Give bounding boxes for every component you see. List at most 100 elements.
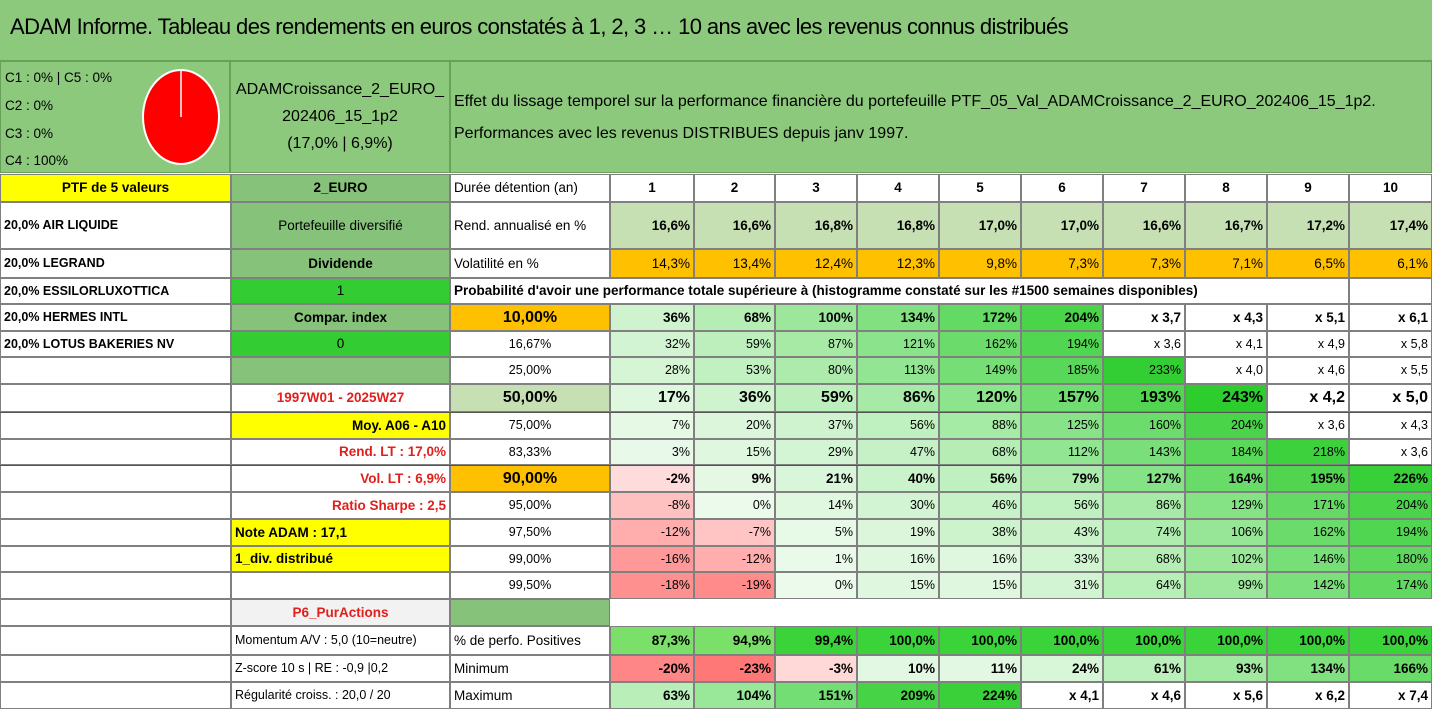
description-line: Effet du lissage temporel sur la perform… <box>454 93 1376 110</box>
quantile-value: 149% <box>939 357 1021 384</box>
positive-perf-value: 100,0% <box>1021 626 1103 655</box>
empty-cell <box>0 465 231 492</box>
quantile-value: 16% <box>857 546 939 572</box>
positive-perf-value: 99,4% <box>775 626 857 655</box>
quantile-value: 28% <box>610 357 694 384</box>
holding-item: 20,0% LEGRAND <box>0 249 231 278</box>
vol-label: Volatilité en % <box>450 249 610 278</box>
rend-value: 16,6% <box>694 202 775 249</box>
dividend-value: 1 <box>231 278 450 304</box>
allocation-line: C1 : 0% | C5 : 0% <box>5 70 113 85</box>
positive-perf-value: 100,0% <box>1349 626 1432 655</box>
period-label: 1997W01 - 2025W27 <box>231 384 450 412</box>
minimum-value: -20% <box>610 655 694 682</box>
quantile-value: 15% <box>694 439 775 465</box>
quantile-value: 59% <box>775 384 857 412</box>
quantile-value: x 5,5 <box>1349 357 1432 384</box>
quantile-value: -8% <box>610 492 694 519</box>
vol-value: 9,8% <box>939 249 1021 278</box>
quantile-value: 87% <box>775 331 857 357</box>
vol-value: 7,3% <box>1021 249 1103 278</box>
compar-index-value: 0 <box>231 331 450 357</box>
quantile-value: x 4,2 <box>1267 384 1349 412</box>
positive-perf-value: 100,0% <box>1185 626 1267 655</box>
empty-cell <box>0 357 231 384</box>
quantile-value: 1% <box>775 546 857 572</box>
rend-value: 16,7% <box>1185 202 1267 249</box>
quantile-value: -16% <box>610 546 694 572</box>
minimum-value: 24% <box>1021 655 1103 682</box>
fund-name-box: ADAMCroissance_2_EURO_ 202406_15_1p2 (17… <box>230 61 450 173</box>
quantile-value: x 3,6 <box>1267 412 1349 439</box>
sharpe-label: Ratio Sharpe : 2,5 <box>231 492 450 519</box>
quantile-value: x 4,0 <box>1185 357 1267 384</box>
quantile-level: 97,50% <box>450 519 610 546</box>
quantile-value: 129% <box>1185 492 1267 519</box>
minimum-value: -3% <box>775 655 857 682</box>
quantile-value: -2% <box>610 465 694 492</box>
quantile-value: 56% <box>857 412 939 439</box>
allocation-legend: C1 : 0% | C5 : 0% C2 : 0% C3 : 0% C4 : 1… <box>0 61 230 173</box>
year-header: 2 <box>694 174 775 202</box>
quantile-value: x 6,1 <box>1349 304 1432 331</box>
quantile-value: 233% <box>1103 357 1185 384</box>
quantile-value: 9% <box>694 465 775 492</box>
quantile-value: 74% <box>1103 519 1185 546</box>
empty-cell <box>0 682 231 709</box>
quantile-value: 56% <box>939 465 1021 492</box>
quantile-level: 83,33% <box>450 439 610 465</box>
quantile-value: 15% <box>857 572 939 599</box>
quantile-value: 204% <box>1349 492 1432 519</box>
quantile-value: 120% <box>939 384 1021 412</box>
maximum-label: Maximum <box>450 682 610 709</box>
rend-value: 16,8% <box>775 202 857 249</box>
year-header: 1 <box>610 174 694 202</box>
allocation-line: C4 : 100% <box>5 153 69 168</box>
quantile-value: 185% <box>1021 357 1103 384</box>
quantile-value: 30% <box>857 492 939 519</box>
quantile-value: 0% <box>694 492 775 519</box>
quantile-level: 95,00% <box>450 492 610 519</box>
empty-cell <box>0 572 231 599</box>
vol-value: 12,3% <box>857 249 939 278</box>
rend-value: 17,2% <box>1267 202 1349 249</box>
quantile-value: 80% <box>775 357 857 384</box>
empty-cell <box>0 599 231 626</box>
positive-perf-value: 100,0% <box>1267 626 1349 655</box>
quantile-level: 10,00% <box>450 304 610 331</box>
maximum-value: 209% <box>857 682 939 709</box>
probability-header: Probabilité d'avoir une performance tota… <box>450 278 1349 304</box>
quantile-value: -19% <box>694 572 775 599</box>
quantile-value: 16% <box>939 546 1021 572</box>
quantile-level: 90,00% <box>450 465 610 492</box>
quantile-value: 171% <box>1267 492 1349 519</box>
quantile-level: 99,50% <box>450 572 610 599</box>
quantile-value: 143% <box>1103 439 1185 465</box>
empty-cell <box>0 492 231 519</box>
quantile-value: 218% <box>1267 439 1349 465</box>
quantile-value: x 4,9 <box>1267 331 1349 357</box>
quantile-value: 184% <box>1185 439 1267 465</box>
quantile-value: 99% <box>1185 572 1267 599</box>
maximum-value: x 4,1 <box>1021 682 1103 709</box>
quantile-value: 17% <box>610 384 694 412</box>
quantile-value: 134% <box>857 304 939 331</box>
quantile-value: 68% <box>939 439 1021 465</box>
empty-cell <box>231 357 450 384</box>
quantile-value: 142% <box>1267 572 1349 599</box>
quantile-value: 194% <box>1021 331 1103 357</box>
year-header: 6 <box>1021 174 1103 202</box>
quantile-value: 37% <box>775 412 857 439</box>
quantile-value: 121% <box>857 331 939 357</box>
quantile-level: 25,00% <box>450 357 610 384</box>
empty-cell <box>231 572 450 599</box>
quantile-value: 194% <box>1349 519 1432 546</box>
quantile-value: 243% <box>1185 384 1267 412</box>
minimum-value: -23% <box>694 655 775 682</box>
quantile-value: 36% <box>694 384 775 412</box>
quantile-value: 33% <box>1021 546 1103 572</box>
allocation-line: C3 : 0% <box>5 126 54 141</box>
quantile-value: 157% <box>1021 384 1103 412</box>
quantile-value: 193% <box>1103 384 1185 412</box>
